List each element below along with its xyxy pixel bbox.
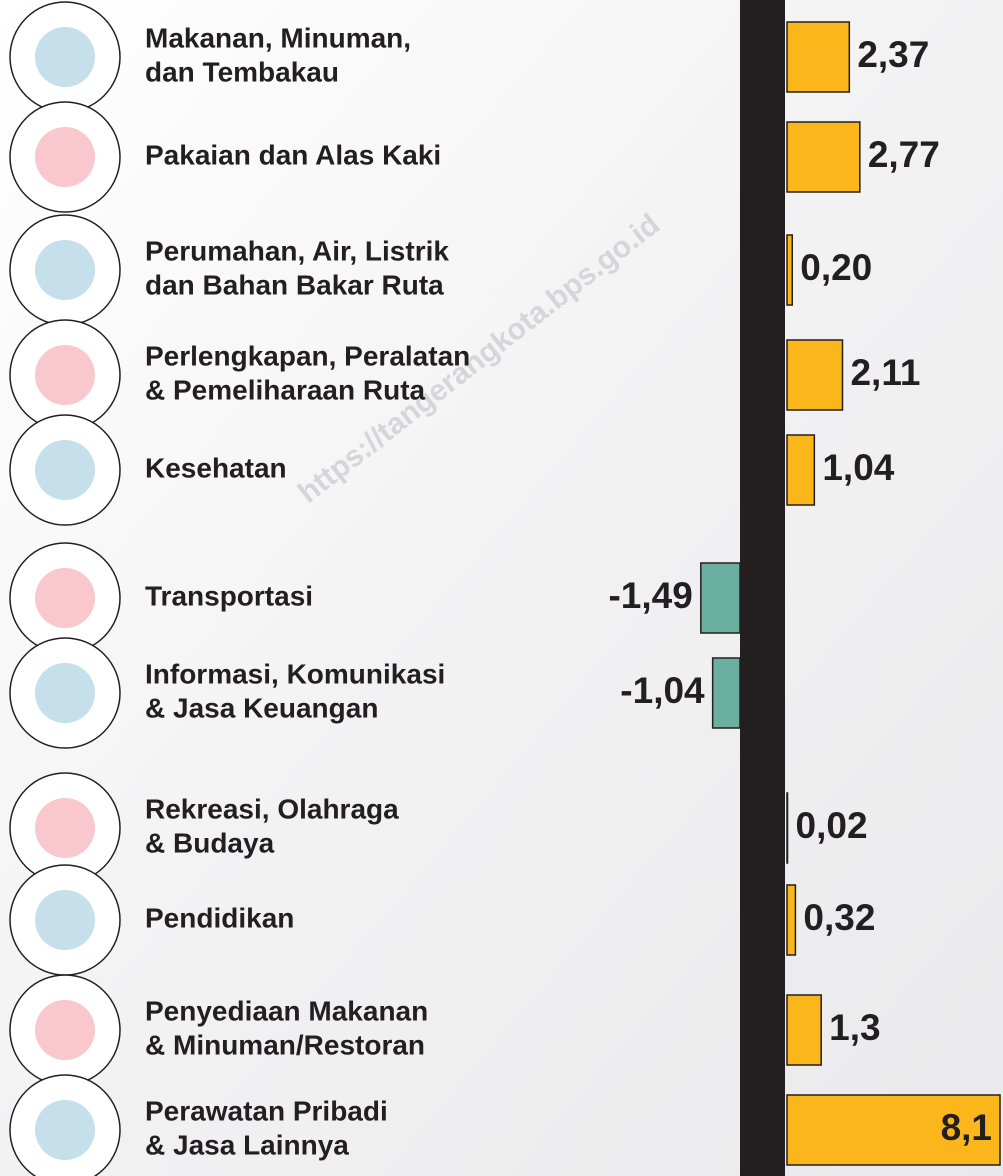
bar [786, 234, 794, 306]
category-icon-inner [35, 798, 95, 858]
value-label: -1,49 [608, 575, 692, 616]
category-label: & Jasa Keuangan [145, 692, 378, 723]
category-label: & Budaya [145, 827, 275, 858]
category-icon-inner [35, 127, 95, 187]
value-label: 0,32 [803, 897, 875, 938]
category-icon-inner [35, 1000, 95, 1060]
category-icon-inner [35, 240, 95, 300]
value-label: -1,04 [620, 670, 705, 711]
bar [786, 994, 822, 1066]
value-label: 0,20 [800, 247, 872, 288]
category-label: Perlengkapan, Peralatan [145, 340, 470, 371]
category-label: Pendidikan [145, 902, 294, 933]
value-label: 2,11 [850, 352, 920, 393]
category-label: Pakaian dan Alas Kaki [145, 139, 441, 170]
category-label: Perumahan, Air, Listrik [145, 235, 449, 266]
category-label: Informasi, Komunikasi [145, 658, 445, 689]
category-icon-inner [35, 663, 95, 723]
bar [786, 884, 797, 956]
category-icon-inner [35, 568, 95, 628]
bar [786, 1094, 1001, 1166]
category-icon-inner [35, 345, 95, 405]
category-icon-inner [35, 1100, 95, 1160]
bar [786, 434, 816, 506]
category-label: Transportasi [145, 580, 313, 611]
value-label: 1,3 [829, 1007, 880, 1048]
value-label: 2,37 [857, 34, 929, 75]
category-icon-inner [35, 27, 95, 87]
value-label: 0,02 [796, 805, 868, 846]
category-icon-inner [35, 440, 95, 500]
bar [700, 562, 741, 634]
bar [786, 121, 861, 193]
category-icon-inner [35, 890, 95, 950]
category-label: Makanan, Minuman, [145, 22, 411, 53]
bar [786, 21, 851, 93]
category-label: & Minuman/Restoran [145, 1029, 425, 1060]
category-label: Penyediaan Makanan [145, 995, 428, 1026]
value-label: 8,1 [941, 1107, 992, 1148]
bar [711, 657, 741, 729]
category-label: Perawatan Pribadi [145, 1095, 388, 1126]
category-label: Rekreasi, Olahraga [145, 793, 399, 824]
category-label: dan Tembakau [145, 56, 339, 87]
bar [786, 339, 844, 411]
value-label: 1,04 [822, 447, 894, 488]
value-label: 2,77 [868, 134, 940, 175]
axis-band [740, 0, 785, 1176]
category-label: & Jasa Lainnya [145, 1129, 349, 1160]
category-label: Kesehatan [145, 452, 287, 483]
category-label: & Pemeliharaan Ruta [145, 374, 426, 405]
bar [786, 792, 789, 864]
category-label: dan Bahan Bakar Ruta [145, 269, 444, 300]
